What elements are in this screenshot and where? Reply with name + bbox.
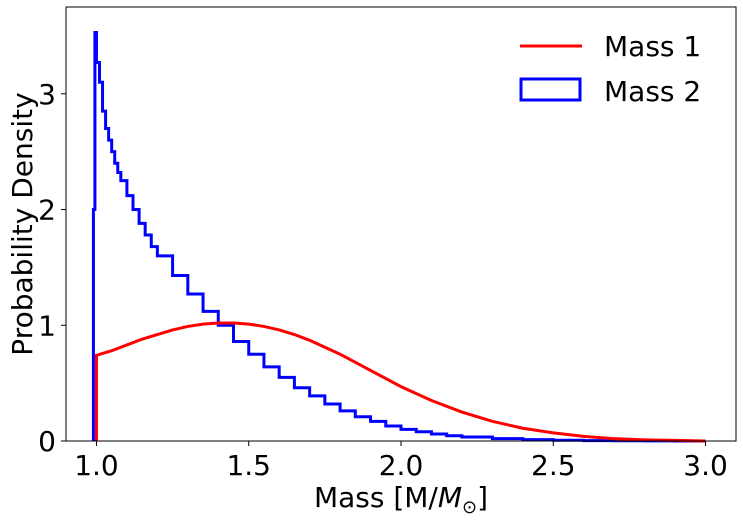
legend: Mass 1 Mass 2 (519, 30, 701, 108)
axes-frame (65, 6, 737, 442)
x-tick-label: 1.0 (74, 449, 119, 482)
legend-label-mass-1: Mass 1 (604, 30, 701, 63)
legend-swatch-mass-2 (519, 77, 582, 102)
y-axis-label: Probability Density (6, 92, 39, 355)
x-tick-label: 3.0 (683, 449, 728, 482)
series-mass-2-histogram (91, 30, 706, 443)
legend-label-mass-2: Mass 2 (604, 75, 701, 108)
x-tick-label: 2.5 (531, 449, 576, 482)
x-tick-label: 2.0 (379, 449, 424, 482)
y-tick-label: 3 (38, 78, 56, 111)
y-tick-label: 1 (38, 309, 56, 342)
x-tick-label: 1.5 (226, 449, 271, 482)
y-tick-label: 0 (38, 425, 56, 458)
series-mass-1-line (94, 321, 706, 443)
plot-area (91, 30, 706, 443)
y-tick-label: 2 (38, 194, 56, 227)
ticks: 1.0 1.5 2.0 2.5 3.0 0 1 2 3 (38, 78, 728, 482)
x-axis-label: Mass [M/M⊙] (314, 481, 488, 518)
